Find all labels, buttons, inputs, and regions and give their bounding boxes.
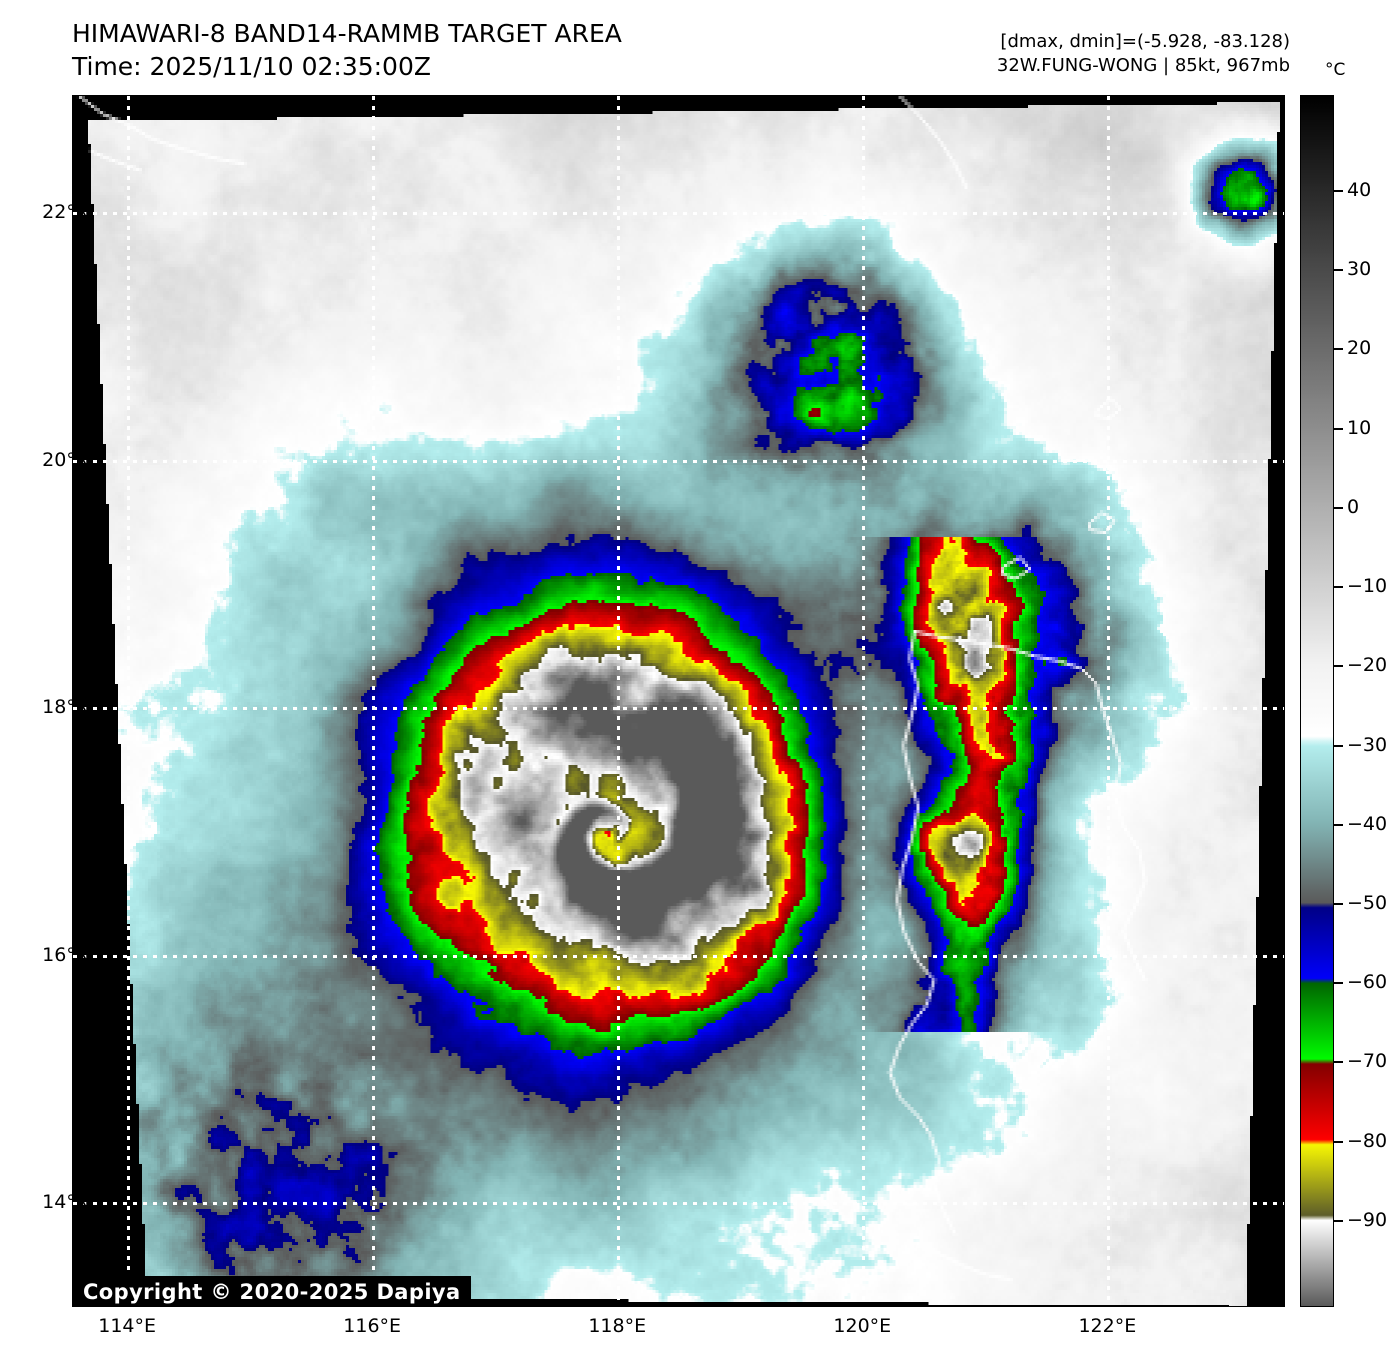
gridline-longitude xyxy=(1107,96,1111,1306)
gridline-longitude xyxy=(127,96,131,1306)
colorbar-tick-label: −40 xyxy=(1347,812,1388,835)
longitude-tick-label: 118°E xyxy=(588,1315,647,1337)
infrared-imagery xyxy=(73,96,1284,1306)
colorbar-tick xyxy=(1334,823,1343,826)
colorbar-tick-label: 20 xyxy=(1347,337,1372,360)
colorbar-tick-label: −10 xyxy=(1347,575,1388,598)
satellite-image-panel[interactable]: Copyright © 2020-2025 Dapiya xyxy=(72,95,1285,1307)
gridline-longitude xyxy=(372,96,376,1306)
gridline-latitude xyxy=(73,459,1284,463)
colorbar-tick-label: −90 xyxy=(1347,1208,1388,1231)
colorbar-tick-label: 10 xyxy=(1347,416,1372,439)
data-minmax-label: [dmax, dmin]=(-5.928, -83.128) xyxy=(1000,31,1290,52)
gridline-latitude xyxy=(73,1201,1284,1205)
longitude-tick-label: 122°E xyxy=(1078,1315,1137,1337)
colorbar-tick xyxy=(1334,665,1343,668)
colorbar-tick-label: −50 xyxy=(1347,892,1388,914)
title-product: HIMAWARI-8 BAND14-RAMMB TARGET AREA xyxy=(72,19,622,48)
longitude-tick-label: 116°E xyxy=(343,1315,402,1337)
gridline-latitude xyxy=(73,212,1284,216)
title-timestamp: Time: 2025/11/10 02:35:00Z xyxy=(72,51,431,81)
colorbar-tick xyxy=(1334,269,1343,272)
latitude-tick-label: 14°N xyxy=(42,1190,90,1213)
colorbar-tick-label: −80 xyxy=(1347,1129,1388,1152)
gridline-latitude xyxy=(73,707,1284,711)
colorbar-tick-label: 0 xyxy=(1347,495,1360,518)
latitude-tick-label: 16°N xyxy=(42,943,90,966)
gridline-latitude xyxy=(73,954,1284,958)
colorbar-tick-label: −30 xyxy=(1347,733,1388,756)
colorbar-tick-label: 30 xyxy=(1347,258,1372,281)
colorbar-tick xyxy=(1334,1219,1343,1222)
storm-info-label: 32W.FUNG-WONG | 85kt, 967mb xyxy=(996,54,1290,76)
latitude-tick-label: 22°N xyxy=(42,201,90,224)
colorbar-tick xyxy=(1334,190,1343,193)
page-title: HIMAWARI-8 BAND14-RAMMB TARGET AREA Time… xyxy=(72,18,622,83)
colorbar-unit-label: °C xyxy=(1325,60,1346,80)
copyright-notice: Copyright © 2020-2025 Dapiya xyxy=(73,1276,471,1306)
colorbar-tick-label: −70 xyxy=(1347,1050,1388,1073)
colorbar-tick-label: 40 xyxy=(1347,179,1372,202)
longitude-tick-label: 120°E xyxy=(833,1315,892,1337)
latitude-tick-label: 20°N xyxy=(42,448,90,471)
colorbar-tick xyxy=(1334,1140,1343,1143)
metadata-block: [dmax, dmin]=(-5.928, -83.128) 32W.FUNG-… xyxy=(997,30,1290,78)
colorbar-tick-label: −60 xyxy=(1347,971,1388,994)
colorbar-tick xyxy=(1334,1061,1343,1064)
colorbar-gradient xyxy=(1300,95,1334,1307)
colorbar-tick xyxy=(1334,348,1343,351)
colorbar-tick xyxy=(1334,744,1343,747)
latitude-tick-label: 18°N xyxy=(42,696,90,719)
colorbar-tick-label: −20 xyxy=(1347,654,1388,677)
gridline-longitude xyxy=(617,96,621,1306)
temperature-colorbar[interactable]: 40 30 20 10 0 −10 −20 −30 −40 −50 −60 −70 −80 −90 xyxy=(1300,95,1387,1307)
longitude-tick-label: 114°E xyxy=(98,1315,157,1337)
colorbar-tick xyxy=(1334,506,1343,509)
gridline-longitude xyxy=(862,96,866,1306)
colorbar-tick xyxy=(1334,427,1343,430)
colorbar-tick xyxy=(1334,586,1343,589)
colorbar-tick xyxy=(1334,982,1343,985)
colorbar-tick xyxy=(1334,903,1343,905)
